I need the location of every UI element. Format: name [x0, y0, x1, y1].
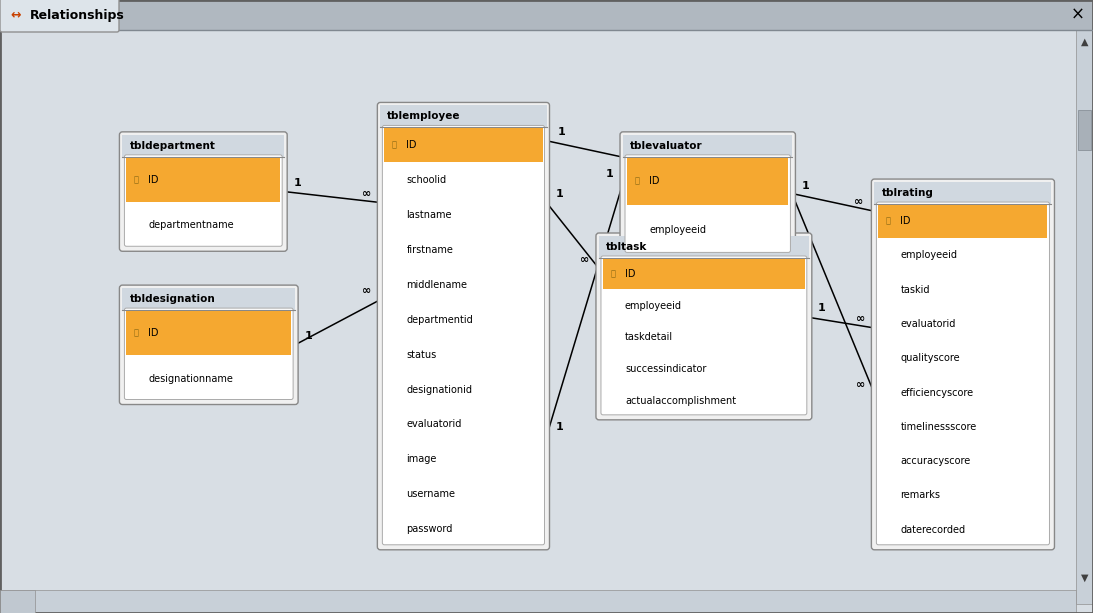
- Text: remarks: remarks: [901, 490, 940, 500]
- Text: ∞: ∞: [856, 314, 865, 324]
- Text: efficiencyscore: efficiencyscore: [901, 387, 974, 398]
- FancyBboxPatch shape: [0, 0, 119, 32]
- Text: ID: ID: [407, 140, 416, 150]
- Text: tblemployee: tblemployee: [387, 112, 461, 121]
- Text: ⚿: ⚿: [134, 175, 139, 185]
- Text: qualityscore: qualityscore: [901, 353, 960, 364]
- FancyBboxPatch shape: [871, 179, 1055, 550]
- FancyBboxPatch shape: [620, 132, 796, 257]
- Text: ▲: ▲: [1081, 37, 1089, 47]
- Text: 1: 1: [557, 127, 565, 137]
- Text: ▼: ▼: [1081, 573, 1089, 583]
- Text: employeeid: employeeid: [901, 251, 957, 261]
- Bar: [1076, 30, 1093, 604]
- Text: 1: 1: [818, 303, 825, 313]
- Text: actualaccomplishment: actualaccomplishment: [625, 396, 736, 406]
- Text: ∞: ∞: [856, 379, 865, 390]
- Text: ID: ID: [649, 177, 659, 186]
- Text: tblevaluator: tblevaluator: [630, 141, 703, 151]
- Text: ID: ID: [901, 216, 910, 226]
- Text: ⚿: ⚿: [635, 177, 639, 186]
- Text: ⚿: ⚿: [886, 217, 891, 226]
- Text: ×: ×: [1071, 6, 1085, 24]
- Text: employeeid: employeeid: [625, 300, 682, 311]
- Text: tbldesignation: tbldesignation: [129, 294, 215, 304]
- Bar: [380, 105, 546, 128]
- Bar: [127, 158, 280, 202]
- Text: ⚿: ⚿: [392, 140, 397, 150]
- Bar: [1078, 110, 1091, 150]
- Text: ⚿: ⚿: [611, 269, 615, 278]
- Text: 1: 1: [555, 422, 563, 432]
- Bar: [0, 590, 1076, 613]
- Text: evaluatorid: evaluatorid: [407, 419, 461, 430]
- Bar: [0, 0, 1093, 30]
- Text: 1: 1: [293, 178, 301, 188]
- FancyBboxPatch shape: [625, 155, 790, 253]
- Text: tbldepartment: tbldepartment: [129, 141, 215, 151]
- Text: ∞: ∞: [362, 189, 371, 199]
- Text: ID: ID: [149, 175, 158, 185]
- Text: departmentname: departmentname: [149, 221, 234, 230]
- Text: ∞: ∞: [580, 254, 589, 265]
- Bar: [879, 205, 1047, 238]
- Bar: [122, 288, 295, 310]
- Bar: [603, 259, 804, 289]
- Text: employeeid: employeeid: [649, 225, 706, 235]
- Text: 1: 1: [607, 169, 614, 178]
- FancyBboxPatch shape: [125, 308, 293, 400]
- FancyBboxPatch shape: [877, 202, 1049, 545]
- Text: password: password: [407, 524, 453, 535]
- Text: evaluatorid: evaluatorid: [901, 319, 955, 329]
- FancyBboxPatch shape: [596, 233, 812, 420]
- Text: schoolid: schoolid: [407, 175, 446, 185]
- Text: accuracyscore: accuracyscore: [901, 456, 971, 466]
- Text: ↔: ↔: [11, 9, 21, 21]
- Text: successindicator: successindicator: [625, 364, 706, 374]
- Text: ∞: ∞: [854, 197, 863, 207]
- FancyBboxPatch shape: [383, 126, 544, 545]
- Text: username: username: [407, 489, 456, 500]
- Bar: [623, 135, 792, 157]
- Text: 1: 1: [801, 181, 809, 191]
- Text: lastname: lastname: [407, 210, 451, 220]
- Text: tbltask: tbltask: [606, 242, 647, 252]
- Text: 1: 1: [555, 189, 563, 199]
- Text: ∞: ∞: [362, 286, 371, 295]
- Bar: [127, 311, 291, 355]
- Text: ⚿: ⚿: [134, 329, 139, 338]
- Bar: [874, 182, 1051, 204]
- Text: ID: ID: [149, 328, 158, 338]
- Text: image: image: [407, 454, 437, 465]
- FancyBboxPatch shape: [119, 285, 298, 405]
- FancyBboxPatch shape: [377, 102, 550, 550]
- FancyBboxPatch shape: [125, 155, 282, 246]
- Text: firstname: firstname: [407, 245, 454, 255]
- Text: daterecorded: daterecorded: [901, 525, 965, 535]
- Bar: [599, 236, 809, 258]
- Text: middlename: middlename: [407, 280, 468, 290]
- Text: taskid: taskid: [901, 285, 930, 295]
- Text: status: status: [407, 349, 436, 360]
- Text: departmentid: departmentid: [407, 314, 473, 325]
- Text: designationid: designationid: [407, 384, 472, 395]
- Text: Relationships: Relationships: [30, 9, 125, 21]
- Bar: [385, 128, 542, 162]
- Bar: [0, 590, 35, 613]
- Text: taskdetail: taskdetail: [625, 332, 673, 343]
- Text: tblrating: tblrating: [881, 188, 933, 198]
- Text: 1: 1: [304, 331, 312, 341]
- FancyBboxPatch shape: [119, 132, 287, 251]
- Text: timelinessscore: timelinessscore: [901, 422, 977, 432]
- Bar: [122, 135, 284, 157]
- Text: designationname: designationname: [149, 374, 233, 384]
- Bar: [627, 158, 788, 205]
- FancyBboxPatch shape: [601, 256, 807, 415]
- Text: ID: ID: [625, 269, 635, 279]
